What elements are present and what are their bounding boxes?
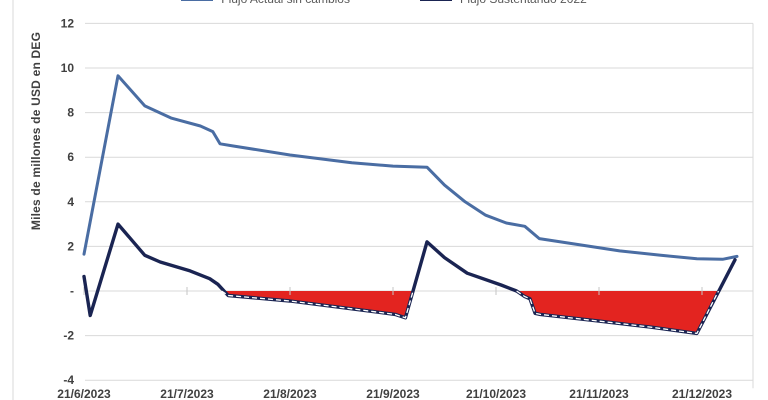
legend-label-sustentando: Flujo Sustentando 2022 [460, 0, 587, 6]
legend-item-sustentando: Flujo Sustentando 2022 [419, 0, 587, 6]
svg-text:21/6/2023: 21/6/2023 [57, 387, 111, 400]
svg-text:21/8/2023: 21/8/2023 [263, 387, 317, 400]
svg-text:8: 8 [67, 106, 74, 120]
svg-text:6: 6 [67, 150, 74, 164]
svg-text:12: 12 [61, 16, 75, 30]
line-swatch-icon [181, 0, 214, 1]
svg-text:21/7/2023: 21/7/2023 [160, 387, 214, 400]
legend-label-actual: Flujo Actual sin cambios [221, 0, 350, 6]
legend: Flujo Actual sin cambios Flujo Sustentan… [0, 0, 768, 8]
line-swatch-icon [419, 0, 452, 1]
svg-text:21/10/2023: 21/10/2023 [466, 387, 526, 400]
svg-text:-2: -2 [63, 329, 74, 343]
svg-text:-: - [70, 284, 74, 298]
svg-text:21/12/2023: 21/12/2023 [672, 387, 732, 400]
svg-text:-4: -4 [63, 373, 74, 387]
svg-text:10: 10 [61, 61, 75, 75]
legend-item-actual: Flujo Actual sin cambios [181, 0, 350, 6]
svg-text:21/11/2023: 21/11/2023 [569, 387, 629, 400]
svg-text:21/9/2023: 21/9/2023 [366, 387, 420, 400]
svg-text:2: 2 [67, 239, 74, 253]
svg-text:4: 4 [67, 195, 74, 209]
